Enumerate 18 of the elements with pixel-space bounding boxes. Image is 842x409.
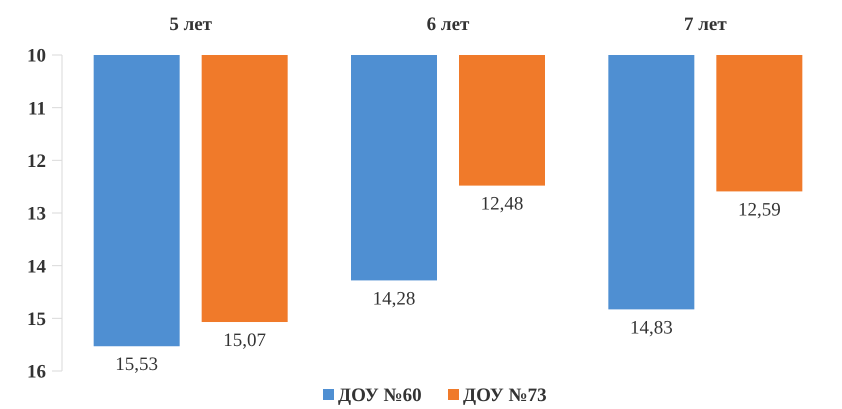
data-label: 12,48 xyxy=(480,194,524,215)
y-tick-label: 14 xyxy=(27,256,46,278)
data-label: 14,83 xyxy=(630,317,673,338)
y-tick-label: 13 xyxy=(27,204,46,225)
y-tick-label: 12 xyxy=(27,150,46,172)
data-label: 15,07 xyxy=(223,330,266,352)
y-tick-label: 10 xyxy=(27,46,46,67)
y-tick-label: 11 xyxy=(28,98,46,120)
x-tick-label: 7 лет xyxy=(684,14,728,35)
x-tick-label: 5 лет xyxy=(169,14,213,35)
data-label: 12,59 xyxy=(738,199,781,220)
x-tick-label: 6 лет xyxy=(426,14,470,35)
legend-label: ДОУ №73 xyxy=(463,385,547,406)
y-tick-label: 16 xyxy=(27,362,46,383)
y-tick-label: 15 xyxy=(27,308,46,330)
data-label: 15,53 xyxy=(115,354,158,376)
legend-label: ДОУ №60 xyxy=(338,385,422,406)
data-label: 14,28 xyxy=(372,288,416,310)
